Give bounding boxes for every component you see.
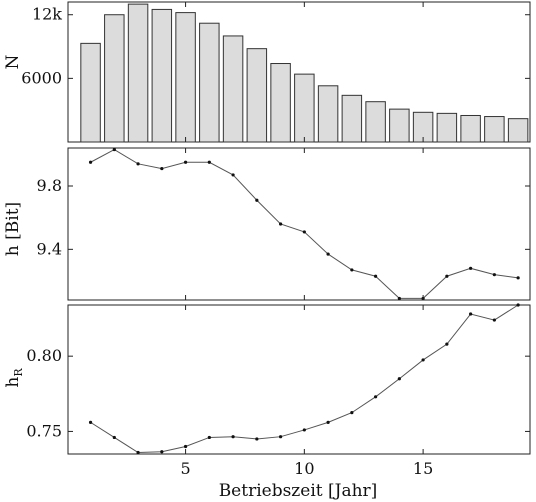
bar	[484, 116, 505, 143]
bar	[199, 22, 220, 143]
panel-line-hr: 0.75 0.80 5 10 15 hR Betriebszeit [Jahr]	[3, 303, 531, 501]
bar	[389, 108, 410, 143]
x-tick-label: 10	[294, 459, 314, 478]
series-line	[90, 149, 519, 299]
data-point	[492, 318, 496, 322]
x-tick-label: 15	[413, 459, 433, 478]
data-point	[255, 437, 259, 441]
data-point	[326, 252, 330, 256]
data-point	[445, 274, 449, 278]
y-axis-label-hr-sub: R	[12, 368, 25, 377]
data-point	[160, 450, 164, 454]
bar-series	[80, 2, 529, 143]
bar	[80, 42, 101, 143]
y-axis-label-hr-main: h	[3, 377, 23, 388]
data-point	[112, 435, 116, 440]
x-axis-ticks: 5 10 15	[180, 305, 433, 478]
bar	[127, 3, 149, 143]
data-point	[397, 377, 401, 381]
data-point	[231, 173, 235, 177]
data-point	[445, 342, 449, 346]
data-point	[374, 395, 378, 399]
bar	[175, 12, 196, 143]
x-tick-label: 5	[180, 459, 190, 478]
line-series-hr	[88, 303, 520, 455]
data-point	[421, 358, 425, 362]
data-point	[207, 435, 211, 440]
data-point	[302, 428, 306, 432]
panel-hr-frame	[67, 304, 531, 455]
y-axis-label-h: h [Bit]	[3, 202, 23, 256]
y-tick-label: 6000	[21, 68, 62, 87]
bar	[294, 73, 315, 143]
panel-h-frame	[67, 147, 531, 301]
data-point	[397, 296, 401, 301]
data-point	[183, 444, 188, 449]
data-point	[302, 230, 306, 234]
data-point	[136, 450, 140, 455]
bar	[317, 85, 339, 143]
data-point	[207, 160, 211, 164]
bar	[365, 101, 386, 143]
data-point	[469, 266, 473, 270]
bar	[151, 8, 173, 143]
line-series-h	[88, 147, 520, 301]
bar	[460, 114, 481, 143]
data-point	[492, 273, 496, 277]
bar	[222, 35, 244, 143]
data-point	[516, 303, 520, 307]
data-point	[278, 222, 283, 226]
data-point	[88, 160, 93, 164]
data-point	[88, 420, 93, 424]
bar	[246, 48, 268, 143]
data-point	[350, 411, 354, 415]
data-point	[374, 274, 378, 278]
data-point	[231, 435, 235, 439]
y-axis-label-n: N	[3, 54, 23, 69]
data-point	[112, 147, 116, 152]
x-axis-label: Betriebszeit [Jahr]	[219, 481, 378, 501]
data-point	[255, 198, 259, 202]
y-axis-ticks: 9.4 9.8	[37, 176, 530, 258]
data-point	[136, 162, 140, 166]
y-axis-ticks: 6000 12k	[21, 5, 530, 87]
data-point	[326, 420, 330, 424]
bar	[436, 112, 458, 143]
y-tick-label: 0.75	[26, 421, 62, 440]
bar	[270, 63, 291, 143]
data-point	[516, 276, 520, 280]
panel-line-h: 9.4 9.8 h [Bit]	[3, 147, 531, 301]
data-point	[160, 166, 164, 171]
y-tick-label: 12k	[32, 5, 62, 24]
data-point	[350, 268, 354, 272]
bar	[341, 94, 363, 143]
data-point	[469, 312, 473, 316]
data-point	[278, 435, 283, 439]
y-tick-label: 0.80	[26, 346, 62, 365]
bar	[104, 14, 125, 143]
y-axis-label-hr: hR	[3, 368, 25, 388]
y-axis-ticks: 0.75 0.80	[26, 346, 530, 440]
panel-bar-n: 6000 12k N	[3, 1, 531, 143]
y-tick-label: 9.4	[37, 239, 62, 258]
bar	[507, 118, 529, 143]
data-point	[183, 160, 188, 164]
y-tick-label: 9.8	[37, 176, 62, 195]
